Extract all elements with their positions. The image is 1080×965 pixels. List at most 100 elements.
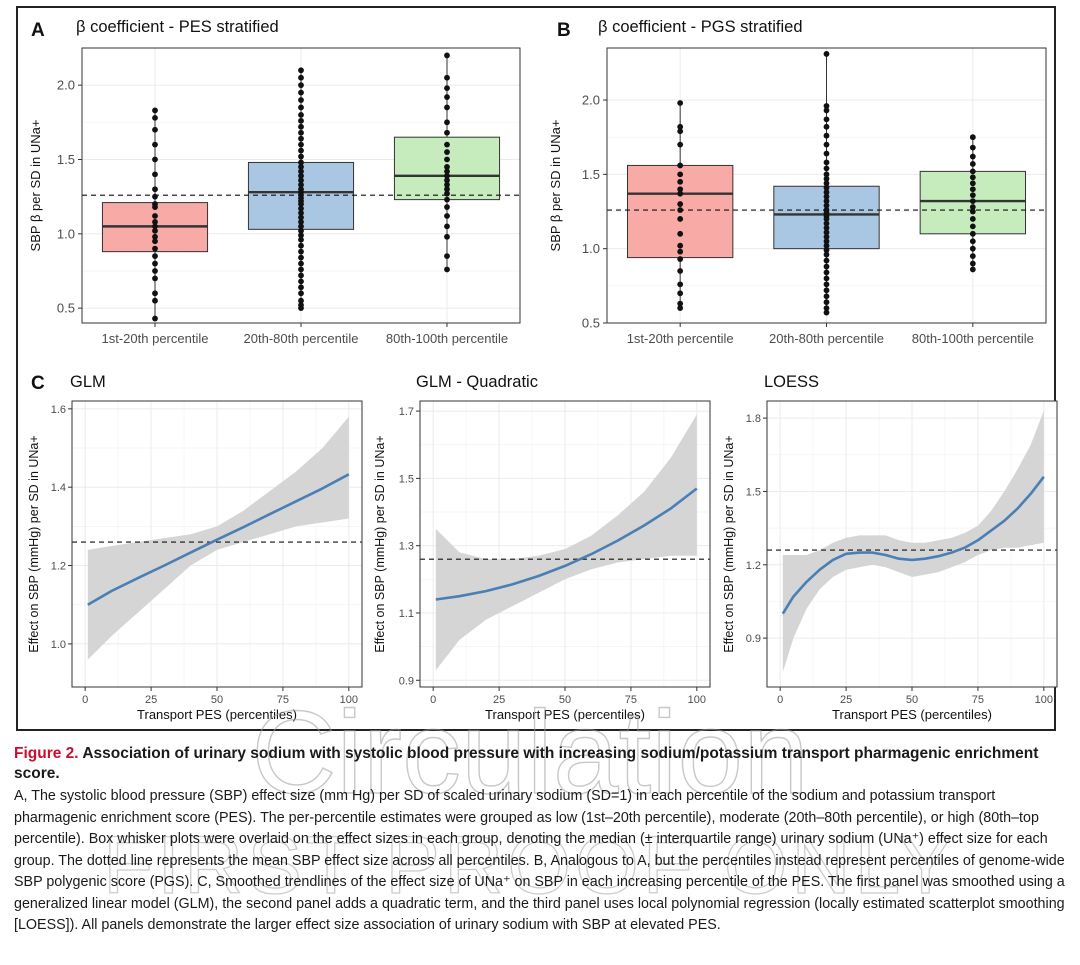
data-point [298, 74, 304, 81]
y-tick-label: 1.5 [746, 486, 761, 498]
data-point [298, 67, 304, 74]
data-point [444, 266, 450, 273]
data-point [969, 153, 976, 160]
data-point [823, 175, 830, 182]
data-point [298, 111, 304, 118]
caption-title-line: Figure 2. Association of urinary sodium … [14, 744, 1072, 784]
data-point [823, 51, 830, 57]
data-point [444, 253, 450, 260]
data-point [677, 123, 684, 130]
data-point [444, 213, 450, 219]
data-point [969, 223, 976, 230]
data-point [298, 297, 304, 304]
data-point [298, 123, 304, 130]
data-point [969, 238, 976, 245]
data-point [823, 171, 830, 178]
data-point [298, 223, 304, 230]
panel-letters: A B C [31, 20, 571, 394]
data-point [823, 233, 830, 240]
data-point [823, 216, 830, 222]
data-point [444, 164, 450, 170]
data-point [298, 172, 304, 179]
data-point [823, 229, 830, 236]
data-point [969, 180, 976, 187]
data-point [298, 97, 304, 103]
data-point [444, 141, 450, 148]
y-tick-label: 0.9 [746, 633, 761, 645]
data-point [677, 248, 684, 255]
data-point [969, 266, 976, 273]
panel-title: β coefficient - PES stratified [76, 18, 279, 36]
panel-letter-c: C [31, 373, 45, 394]
data-point [298, 147, 304, 154]
data-point [444, 181, 450, 188]
x-tick-label: 100 [1035, 694, 1053, 706]
data-point [444, 74, 450, 81]
data-point [298, 104, 304, 111]
data-point [152, 233, 158, 240]
data-point [298, 117, 304, 124]
data-point [823, 107, 830, 114]
data-point [677, 305, 684, 312]
data-point [298, 260, 304, 267]
data-point [298, 181, 304, 188]
data-point [152, 275, 158, 282]
data-point [298, 205, 304, 212]
data-point [823, 202, 830, 209]
y-tick-label: 1.5 [399, 473, 414, 485]
data-point [298, 89, 304, 96]
data-point [969, 204, 976, 210]
data-point [298, 219, 304, 225]
data-point [298, 141, 304, 148]
x-tick-label: 25 [840, 694, 852, 706]
data-point [444, 168, 450, 175]
x-tick-label: 50 [559, 694, 571, 706]
data-point [298, 236, 304, 243]
data-point [969, 230, 976, 237]
trend-line [781, 476, 1045, 615]
panel-c-glm-quadratic: 0.9 1.1 1.3 1.5 1.7 0 25 50 75 100 Transport PES (… [373, 373, 711, 722]
data-point [969, 144, 976, 151]
x-tick-label: 25 [493, 694, 505, 706]
data-point [152, 268, 158, 274]
data-point [152, 204, 158, 210]
data-point [823, 116, 830, 123]
y-tick-label: 1.5 [57, 152, 75, 167]
data-point [298, 164, 304, 170]
data-point [298, 168, 304, 175]
data-point [823, 123, 830, 130]
data-point [444, 223, 450, 230]
caption-label: Figure 2. [14, 745, 79, 762]
panel-letter-b: B [557, 20, 571, 41]
data-point [823, 132, 830, 139]
y-tick-label: 1.4 [51, 482, 66, 494]
data-point [823, 220, 830, 227]
data-point [823, 165, 830, 172]
data-point [969, 245, 976, 252]
data-point [823, 305, 830, 312]
data-point [152, 238, 158, 245]
x-tick-label: 75 [625, 694, 637, 706]
x-axis-label: Transport PES (percentiles) [485, 707, 645, 722]
data-point [444, 186, 450, 193]
y-axis-label: Effect on SBP (mmHg) per SD in UNa+ [722, 435, 736, 652]
y-tick-label: 1.0 [57, 226, 75, 241]
x-tick-label: 100 [340, 694, 358, 706]
data-point [677, 128, 684, 135]
panel-title: GLM - Quadratic [416, 373, 538, 391]
data-point [969, 192, 976, 199]
data-point [152, 186, 158, 193]
data-point [444, 104, 450, 111]
data-point [298, 305, 304, 312]
data-point [823, 189, 830, 196]
confidence-band [782, 410, 1044, 673]
x-tick-label: 0 [82, 694, 88, 706]
y-tick-label: 1.3 [399, 541, 414, 553]
x-tick-label: 20th-80th percentile [244, 331, 359, 346]
data-point [823, 263, 830, 270]
data-point [677, 201, 684, 207]
data-point [677, 190, 684, 197]
data-point [677, 186, 684, 193]
data-point [969, 216, 976, 222]
data-point [823, 293, 830, 300]
